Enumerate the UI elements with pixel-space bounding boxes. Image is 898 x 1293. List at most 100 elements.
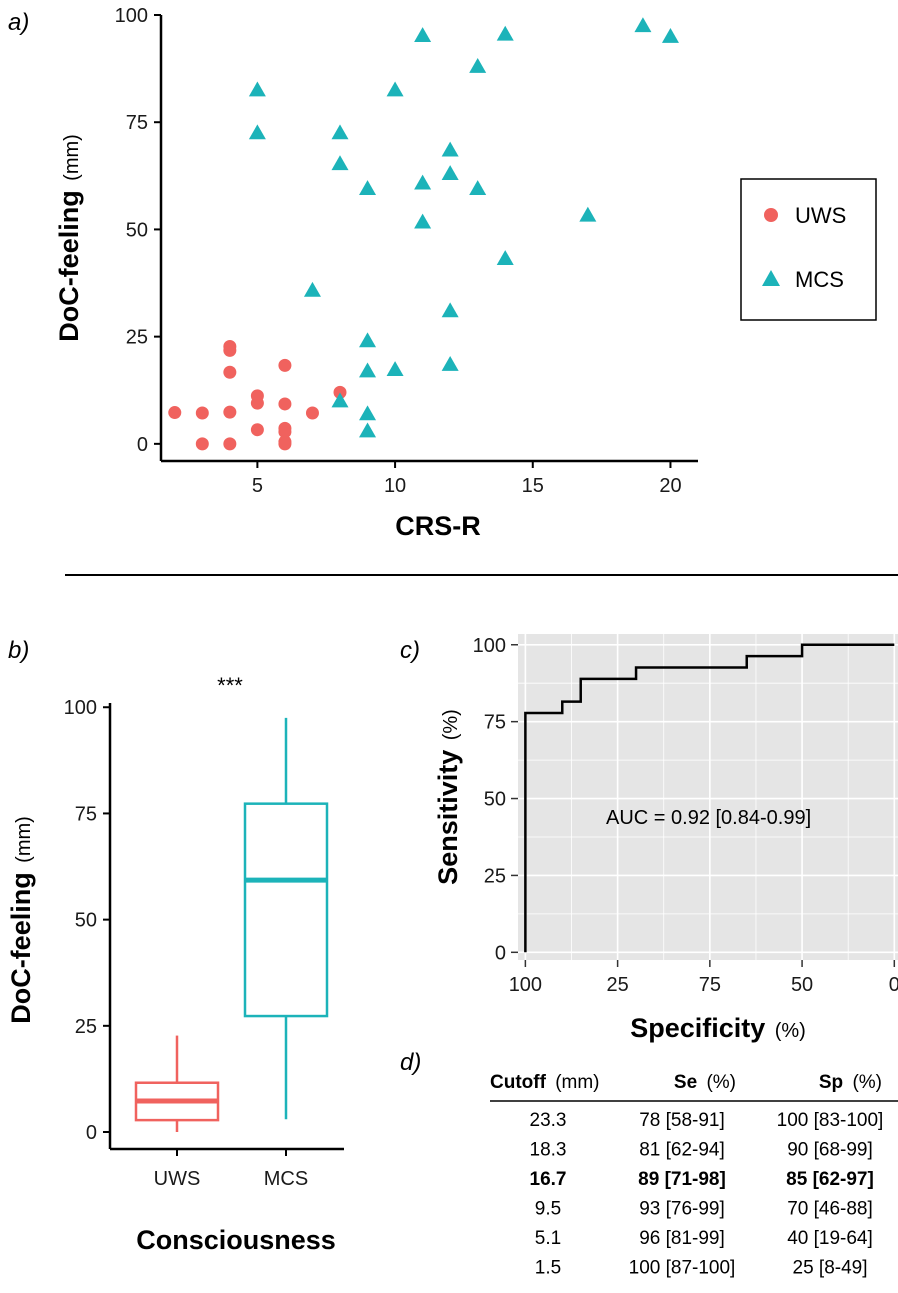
uws-point <box>278 437 292 451</box>
mcs-point <box>469 57 487 73</box>
uws-point <box>223 343 237 357</box>
panel-b: b) *** 0 25 50 75 100 UWS MCS Consciousness Do… <box>6 637 344 1255</box>
y-tick-label: 25 <box>126 327 148 349</box>
mcs-point <box>441 356 459 371</box>
panel-a-letter: a) <box>8 9 29 36</box>
panel-a: a) 5 10 15 20 0 25 50 75 100 CRS-R DoC-feeling (… <box>8 5 877 541</box>
table-header-cutoff-unit: (mm) <box>555 1072 599 1093</box>
y-tick-label: 25 <box>75 1016 97 1038</box>
mcs-point <box>661 27 679 43</box>
mcs-point <box>359 180 377 196</box>
panel-b-letter: b) <box>8 637 29 664</box>
mcs-point <box>634 17 652 33</box>
table-cell-sp: 25 [8-49] <box>793 1258 868 1279</box>
roc-curve <box>524 643 895 953</box>
table-rows: 23.3 78 [58-91] 100 [83-100] 18.3 81 [62-94]… <box>530 1110 884 1279</box>
uws-point <box>278 358 292 372</box>
legend-uws-label: UWS <box>795 203 846 228</box>
table-cell-se: 93 [76-99] <box>639 1199 725 1220</box>
y-tick-label: 100 <box>473 635 506 657</box>
boxplot-y-title-unit: (mm) <box>13 816 35 863</box>
uws-point <box>250 423 264 437</box>
scatter-y-title: DoC-feeling (mm) <box>54 134 84 342</box>
mcs-point <box>414 27 432 42</box>
mcs-point <box>303 281 321 297</box>
legend-box <box>740 178 877 321</box>
legend-mcs-marker <box>762 270 780 286</box>
uws-point <box>223 437 237 451</box>
significance-marker: *** <box>217 673 243 698</box>
scatter-x-title: CRS-R <box>395 511 481 541</box>
scatter-legend: UWS MCS <box>740 178 877 321</box>
mcs-point <box>386 361 404 377</box>
y-tick-label: 25 <box>484 865 506 887</box>
uws-point <box>305 406 319 420</box>
x-tick-label: 25 <box>606 974 628 996</box>
table-cell-sp: 40 [19-64] <box>787 1228 873 1249</box>
scatter-y-title-unit: (mm) <box>61 134 83 181</box>
table-header-se-main: Se <box>674 1072 697 1093</box>
scatter-y-title-main: DoC-feeling <box>54 190 84 342</box>
boxplot-y-title-main: DoC-feeling <box>6 872 36 1024</box>
roc-y-title-unit: (%) <box>440 709 462 740</box>
table-header-sp: Sp (%) <box>819 1072 882 1093</box>
x-tick-label: 75 <box>699 974 721 996</box>
table-cell-se: 78 [58-91] <box>639 1110 725 1131</box>
table-cell-se: 100 [87-100] <box>629 1258 736 1279</box>
uws-point <box>250 396 264 410</box>
scatter-ticks: 5 10 15 20 0 25 50 75 100 <box>115 5 682 497</box>
table-cell-se: 81 [62-94] <box>639 1140 725 1161</box>
panel-d: d) Cutoff (mm) Se (%) Sp (%) 23.3 78 [58-… <box>400 1049 898 1279</box>
table-cell-cutoff: 23.3 <box>530 1110 567 1131</box>
mcs-point <box>331 392 349 408</box>
mcs-point <box>359 332 377 348</box>
mcs-point <box>496 250 514 265</box>
y-tick-label: 100 <box>64 697 97 719</box>
uws-point <box>278 425 292 439</box>
mcs-point <box>469 180 487 196</box>
y-tick-label: 75 <box>484 712 506 734</box>
mcs-point <box>331 155 349 171</box>
boxplot-boxes <box>134 717 329 1133</box>
mcs-point <box>359 422 377 438</box>
uws-point <box>168 406 182 420</box>
roc-x-title-main: Specificity <box>630 1013 765 1043</box>
table-cell-cutoff: 16.7 <box>530 1169 567 1190</box>
table-cell-cutoff: 5.1 <box>535 1228 561 1249</box>
uws-point <box>333 385 347 399</box>
table-cell-se: 96 [81-99] <box>639 1228 725 1249</box>
x-tick-label: 0 <box>889 974 898 996</box>
mcs-point <box>331 124 349 140</box>
y-tick-label: 50 <box>75 910 97 932</box>
roc-y-title: Sensitivity (%) <box>433 709 463 885</box>
x-tick-label: 15 <box>522 475 544 497</box>
table-cell-cutoff: 18.3 <box>530 1140 567 1161</box>
panel-d-letter: d) <box>400 1049 421 1076</box>
auc-annotation: AUC = 0.92 [0.84-0.99] <box>606 807 811 829</box>
table-cell-cutoff: 1.5 <box>535 1258 561 1279</box>
table-header-se-unit: (%) <box>706 1072 736 1093</box>
mcs-point <box>496 25 514 41</box>
mcs-point <box>359 405 377 421</box>
roc-x-title-unit: (%) <box>775 1020 806 1042</box>
panel-c-letter: c) <box>400 637 420 664</box>
y-tick-label: 50 <box>126 219 148 241</box>
x-tick-label: 10 <box>384 475 406 497</box>
roc-ticks: 0 25 50 75 100 100 25 75 50 0 <box>473 635 898 996</box>
y-tick-label: 100 <box>115 5 148 27</box>
uws-point <box>195 406 209 420</box>
scatter-points <box>168 17 679 451</box>
box-body <box>243 802 329 1018</box>
uws-point <box>223 405 237 419</box>
table-cell-sp: 90 [68-99] <box>787 1140 873 1161</box>
uws-point <box>195 437 209 451</box>
uws-point <box>278 397 292 411</box>
x-tick-label: MCS <box>264 1168 308 1190</box>
boxplot-y-title: DoC-feeling (mm) <box>6 816 36 1024</box>
legend-mcs-label: MCS <box>795 267 844 292</box>
x-tick-label: 5 <box>252 475 263 497</box>
table-cell-cutoff: 9.5 <box>535 1199 561 1220</box>
mcs-point <box>386 81 404 97</box>
mcs-point <box>579 206 597 222</box>
